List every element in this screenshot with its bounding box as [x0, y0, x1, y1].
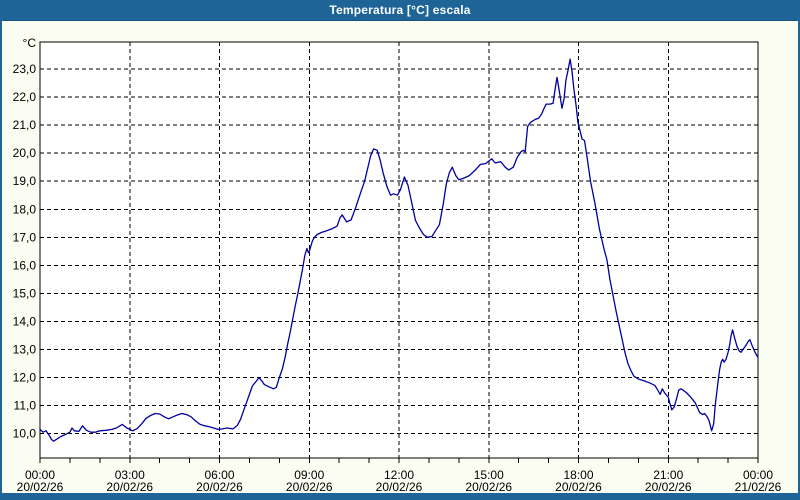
y-axis-tick-label: 23,0 [13, 62, 37, 76]
x-axis-time-label: 00:00 [25, 468, 55, 482]
x-axis-date-label: 20/02/26 [555, 480, 602, 494]
x-axis-date-label: 20/02/26 [196, 480, 243, 494]
x-axis-time-label: 09:00 [294, 468, 324, 482]
x-axis-time-label: 12:00 [384, 468, 414, 482]
x-axis-date-label: 20/02/26 [645, 480, 692, 494]
y-axis-tick-label: 17,0 [13, 230, 37, 244]
y-axis-tick-label: 12,0 [13, 371, 37, 385]
x-axis-date-label: 20/02/26 [376, 480, 423, 494]
title-bar[interactable]: Temperatura [°C] escala [0, 0, 800, 21]
y-axis-tick-label: 11,0 [14, 399, 37, 413]
y-axis-tick-label: 14,0 [13, 314, 37, 328]
x-axis-time-label: 15:00 [474, 468, 504, 482]
x-axis-time-label: 06:00 [204, 468, 234, 482]
y-axis-tick-label: 19,0 [13, 174, 37, 188]
x-axis-date-label: 20/02/26 [106, 480, 153, 494]
y-axis-tick-label: 16,0 [13, 258, 37, 272]
x-axis-time-label: 03:00 [115, 468, 145, 482]
x-axis-date-label: 20/02/26 [465, 480, 512, 494]
y-axis-tick-label: 10,0 [13, 427, 37, 441]
y-axis-tick-label: 21,0 [13, 118, 37, 132]
y-axis-tick-label: 18,0 [13, 202, 37, 216]
window-title: Temperatura [°C] escala [329, 3, 471, 17]
x-axis-time-label: 18:00 [563, 468, 593, 482]
bottom-bar [0, 493, 800, 500]
x-axis-time-label: 00:00 [743, 468, 773, 482]
y-axis-tick-label: 13,0 [13, 343, 37, 357]
plot-border [39, 41, 759, 459]
temperature-line [39, 58, 759, 442]
x-axis-time-label: 21:00 [653, 468, 683, 482]
y-axis-tick-label: 15,0 [13, 286, 37, 300]
x-axis-date-label: 20/02/26 [17, 480, 64, 494]
y-axis-tick-label: 22,0 [13, 90, 37, 104]
y-axis-tick-label: 20,0 [13, 146, 37, 160]
x-axis-date-label: 20/02/26 [286, 480, 333, 494]
y-axis-unit-label: °C [23, 36, 37, 50]
x-axis-date-label: 21/02/26 [735, 480, 782, 494]
